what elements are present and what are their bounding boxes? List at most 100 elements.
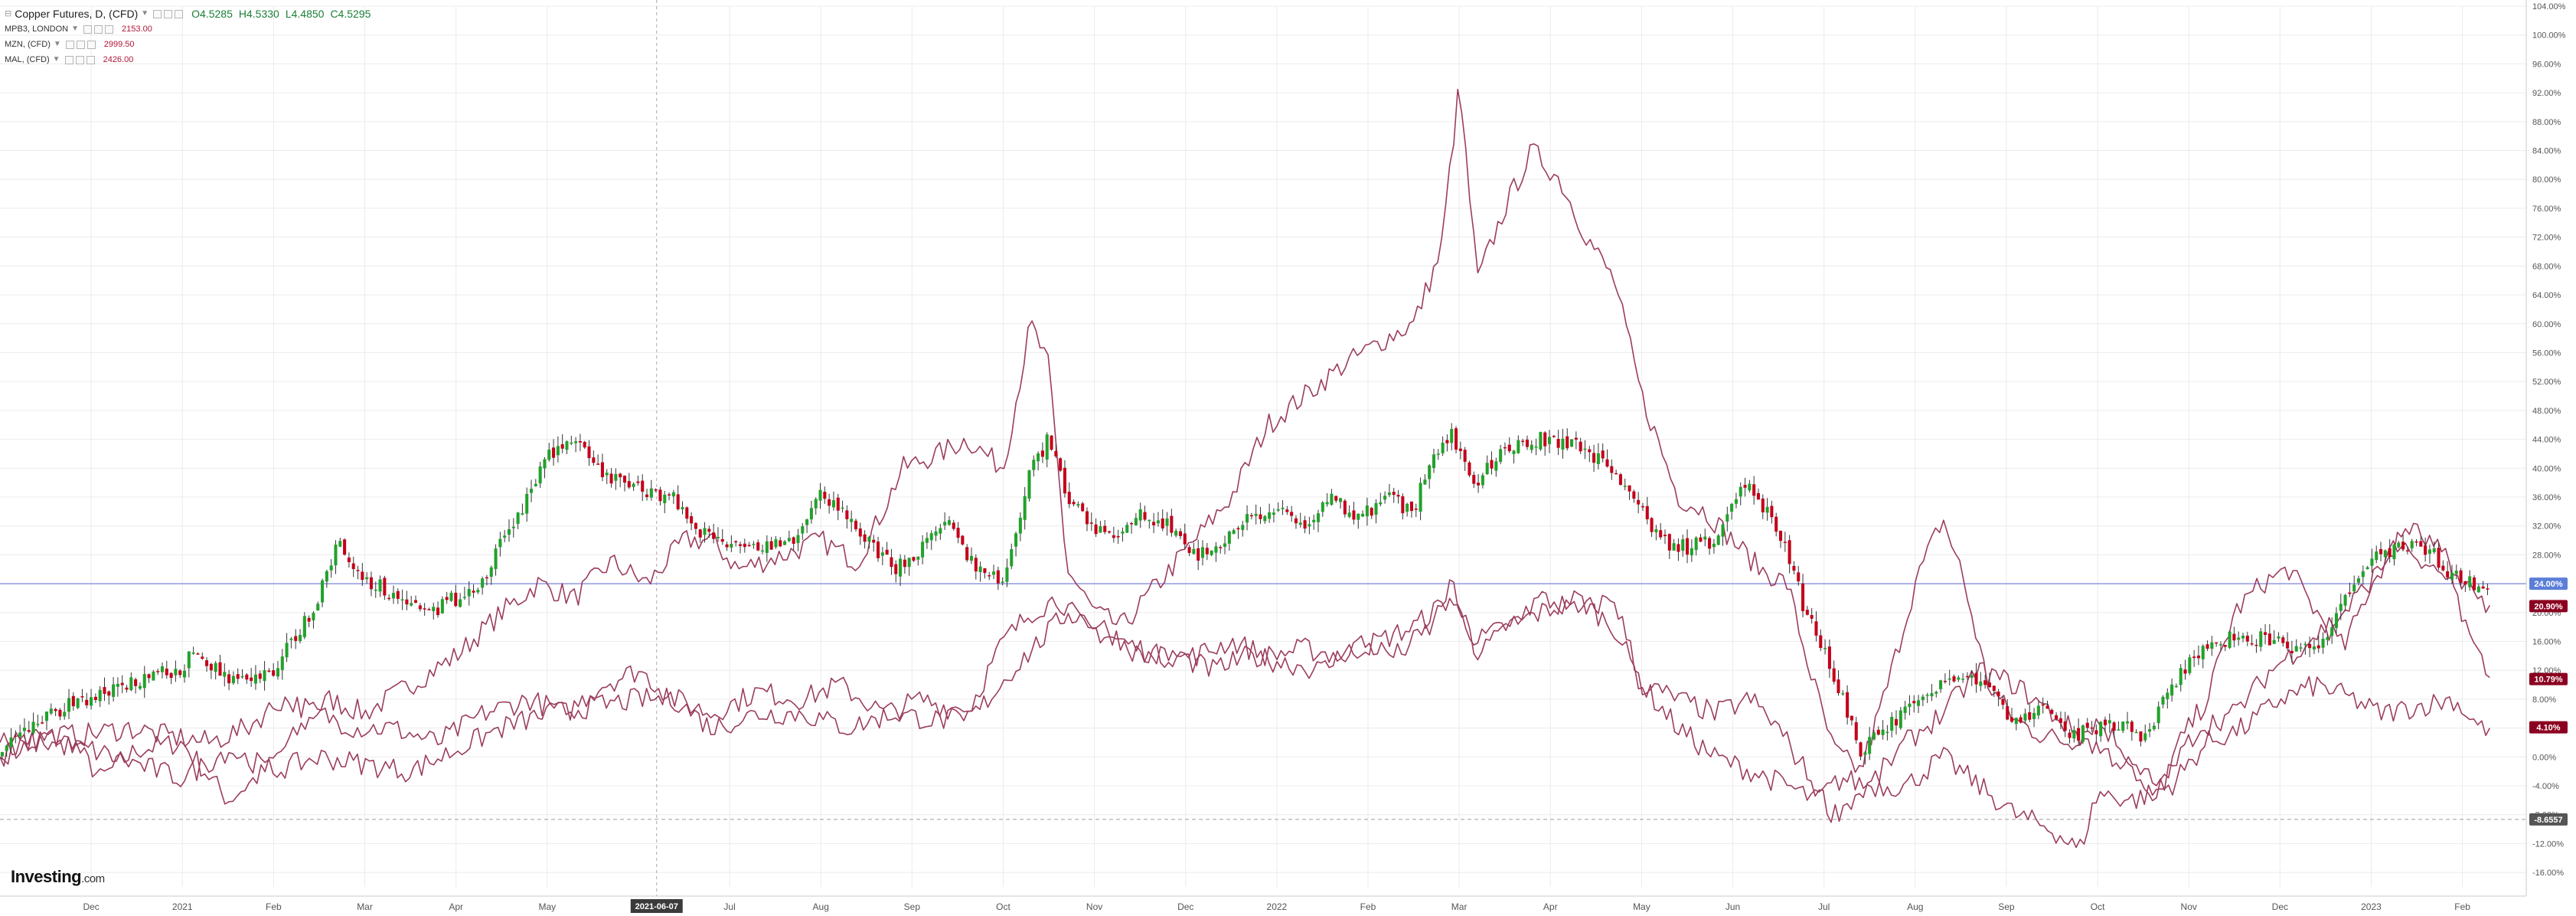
candle-body — [1085, 511, 1089, 525]
candle-body — [2267, 633, 2271, 646]
settings-icon[interactable] — [76, 40, 85, 49]
visibility-icon[interactable] — [83, 25, 93, 34]
candle-body — [1254, 513, 1258, 516]
candle-body — [178, 670, 182, 676]
close-icon[interactable] — [105, 25, 114, 34]
candle-body — [1387, 492, 1391, 496]
candle-body — [583, 441, 586, 448]
close-icon[interactable] — [87, 40, 96, 49]
candle-body — [1694, 537, 1698, 551]
candle-body — [36, 724, 40, 725]
candle-body — [2063, 721, 2067, 731]
candle-body — [1805, 610, 1809, 615]
candle-body — [1650, 518, 1654, 532]
x-tick-label: 2023 — [2361, 901, 2382, 912]
candle-body — [552, 447, 556, 458]
candle-body — [978, 566, 982, 572]
candle-body — [2294, 646, 2298, 652]
candle-body — [467, 589, 471, 597]
candle-body — [596, 463, 600, 465]
candle-body — [1067, 492, 1071, 505]
candle-body — [209, 663, 213, 671]
candle-body — [165, 668, 168, 676]
x-tick-label: Mar — [357, 901, 373, 912]
legend-compare-label[interactable]: MZN, (CFD) — [5, 40, 51, 49]
candle-body — [1770, 505, 1774, 518]
candle-body — [809, 508, 813, 520]
settings-icon[interactable] — [94, 25, 103, 34]
legend-compare-label[interactable]: MAL, (CFD) — [5, 55, 50, 64]
legend-compare-controls — [83, 25, 116, 34]
candle-body — [890, 557, 893, 568]
candle-body — [418, 605, 422, 610]
candle-body — [142, 674, 146, 689]
candle-body — [2321, 638, 2325, 648]
candle-body — [1756, 492, 1761, 500]
candle-body — [2001, 698, 2005, 705]
visibility-icon[interactable] — [64, 55, 73, 64]
candle-body — [858, 528, 862, 537]
candle-body — [925, 538, 929, 543]
candle-body — [2414, 541, 2418, 543]
legend-main-title[interactable]: Copper Futures, D, (CFD) — [15, 8, 139, 20]
candle-body — [272, 670, 276, 676]
candle-body — [2112, 722, 2116, 731]
candle-body — [459, 599, 462, 607]
candle-body — [503, 535, 507, 538]
crosshair-date-badge — [630, 899, 683, 913]
candle-body — [289, 638, 293, 640]
candle-body — [1512, 450, 1516, 454]
close-icon[interactable] — [86, 55, 95, 64]
candle-body — [1383, 496, 1387, 500]
legend-compare-label[interactable]: MPB3, LONDON — [5, 25, 69, 34]
settings-icon[interactable] — [75, 55, 84, 64]
candle-body — [2041, 704, 2045, 706]
settings-icon[interactable] — [164, 9, 173, 18]
candle-body — [1659, 530, 1663, 538]
compare-line-1 — [0, 88, 2490, 805]
chevron-down-icon[interactable]: ▼ — [53, 40, 61, 48]
candle-body — [1641, 505, 1645, 508]
chevron-down-icon[interactable]: ▼ — [71, 25, 80, 33]
candle-body — [231, 676, 235, 684]
candle-body — [2361, 571, 2365, 577]
candle-body — [1330, 493, 1334, 505]
candle-body — [2459, 570, 2463, 584]
candle-body — [1321, 502, 1324, 512]
candle-body — [2223, 645, 2227, 647]
candle-body — [2308, 643, 2312, 649]
candle-body — [2312, 646, 2316, 650]
candle-body — [1089, 522, 1093, 524]
candle-body — [769, 541, 773, 550]
candle-body — [1765, 506, 1769, 513]
candle-body — [2148, 729, 2152, 732]
chevron-down-icon[interactable]: ▼ — [52, 55, 60, 64]
candle-body — [1037, 453, 1040, 462]
candle-body — [1934, 692, 1938, 694]
visibility-icon[interactable] — [153, 9, 162, 18]
candle-body — [1303, 520, 1307, 529]
chevron-down-icon[interactable]: ▼ — [141, 9, 149, 18]
price-badge — [2529, 577, 2568, 590]
candle-body — [538, 466, 542, 484]
candle-body — [912, 557, 916, 561]
candle-body — [707, 528, 711, 532]
candle-body — [1259, 514, 1262, 519]
candle-body — [1783, 541, 1787, 543]
candle-body — [182, 670, 187, 678]
candle-body — [2303, 643, 2307, 646]
candle-body — [22, 728, 26, 731]
candle-body — [836, 497, 840, 511]
candle-body — [2348, 592, 2352, 594]
candle-body — [1365, 505, 1369, 517]
close-icon[interactable] — [175, 9, 184, 18]
candle-body — [1205, 548, 1209, 555]
collapse-icon[interactable]: ⊟ — [5, 9, 12, 18]
candle-body — [2250, 643, 2254, 645]
candle-body — [2196, 655, 2200, 659]
visibility-icon[interactable] — [65, 40, 74, 49]
candle-body — [0, 751, 4, 757]
candle-body — [400, 599, 404, 600]
candle-body — [2166, 692, 2170, 699]
